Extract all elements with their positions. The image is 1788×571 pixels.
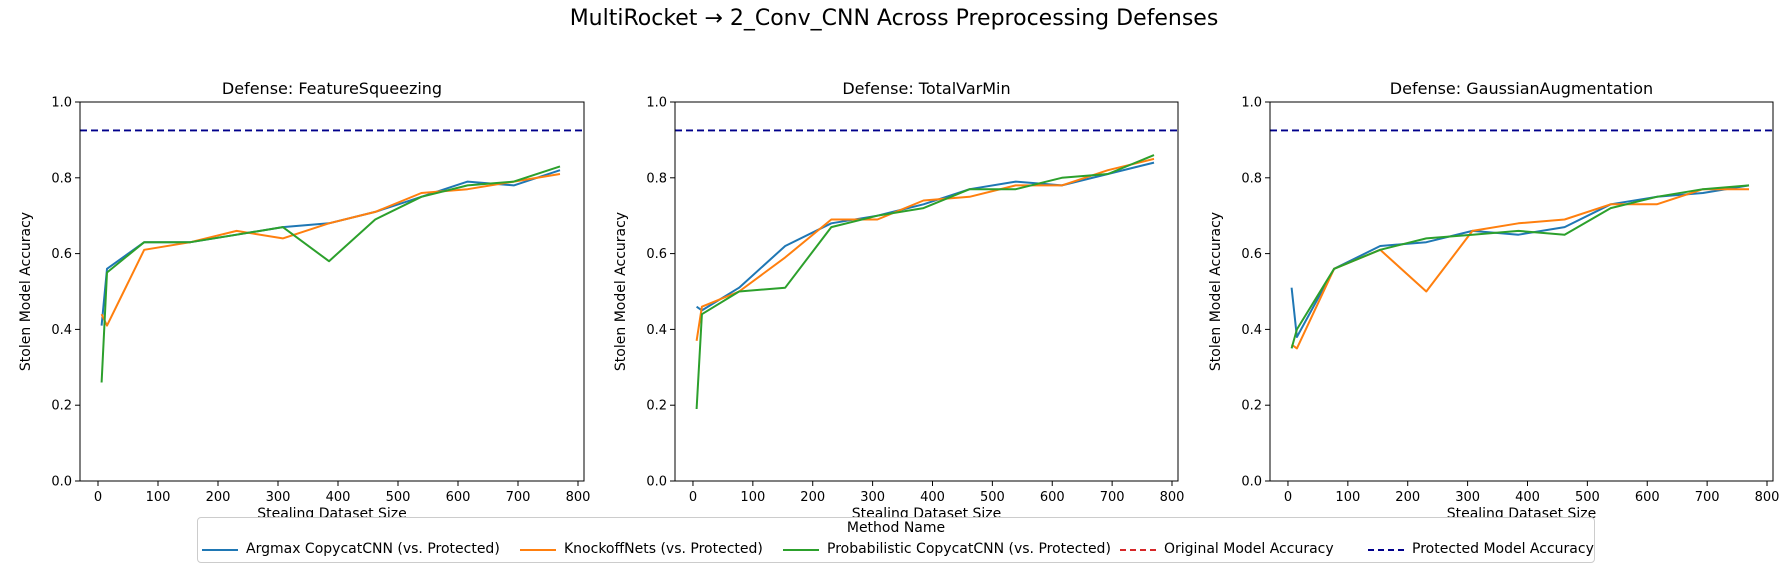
y-tick-label: 1.0 <box>1241 96 1262 111</box>
y-tick-label: 0.8 <box>1241 171 1262 186</box>
x-tick-label: 800 <box>1755 490 1780 505</box>
series-line-2 <box>1291 188 1749 350</box>
x-tick-label: 700 <box>1100 490 1125 505</box>
x-tick-label: 100 <box>146 490 171 505</box>
y-tick-label: 0.6 <box>1241 247 1262 262</box>
legend-item-label: Original Model Accuracy <box>1164 541 1334 557</box>
panel-title: Defense: FeatureSqueezing <box>222 79 442 98</box>
series-line-2 <box>695 157 1155 341</box>
legend-swatch-5 <box>1368 549 1404 551</box>
x-tick-label: 100 <box>740 490 765 505</box>
x-tick-label: 600 <box>1040 490 1065 505</box>
x-tick-label: 400 <box>920 490 945 505</box>
x-tick-label: 300 <box>266 490 291 505</box>
figure-title: MultiRocket → 2_Conv_CNN Across Preproce… <box>569 6 1219 31</box>
panel-title: Defense: TotalVarMin <box>842 79 1010 98</box>
x-tick-label: 0 <box>1284 490 1292 505</box>
y-tick-label: 0.2 <box>646 399 667 414</box>
x-tick-label: 300 <box>1455 490 1480 505</box>
y-tick-label: 0.0 <box>1241 475 1262 490</box>
legend-swatch-3 <box>783 549 819 551</box>
y-tick-label: 1.0 <box>646 96 667 111</box>
series-line-2 <box>100 173 561 327</box>
y-tick-label: 0.8 <box>646 171 667 186</box>
panel-3 <box>1265 101 1774 486</box>
x-tick-label: 500 <box>1575 490 1600 505</box>
x-tick-label: 400 <box>1515 490 1540 505</box>
y-axis-label: Stolen Model Accuracy <box>613 212 629 371</box>
legend-item-label: KnockoffNets (vs. Protected) <box>564 541 763 557</box>
y-tick-label: 0.2 <box>51 399 72 414</box>
panel-1 <box>75 101 585 486</box>
x-tick-label: 100 <box>1335 490 1360 505</box>
axes-frame <box>79 101 585 482</box>
legend-item-label: Argmax CopycatCNN (vs. Protected) <box>246 541 500 557</box>
legend-item-label: Protected Model Accuracy <box>1412 541 1594 557</box>
y-tick-label: 0.0 <box>646 475 667 490</box>
y-tick-label: 0.6 <box>646 247 667 262</box>
series-line-3 <box>100 165 561 383</box>
y-axis-label: Stolen Model Accuracy <box>1208 212 1224 371</box>
x-tick-label: 400 <box>326 490 351 505</box>
axes-frame <box>674 101 1179 482</box>
y-axis-label: Stolen Model Accuracy <box>18 212 34 371</box>
x-tick-label: 200 <box>800 490 825 505</box>
x-tick-label: 800 <box>566 490 591 505</box>
series-line-1 <box>1290 184 1750 338</box>
series-line-1 <box>696 161 1155 312</box>
y-tick-label: 0.6 <box>51 247 72 262</box>
panel-2 <box>670 101 1179 486</box>
y-tick-label: 0.4 <box>1241 323 1262 338</box>
legend-swatch-4 <box>1120 549 1156 551</box>
legend-title: Method Name <box>846 520 946 536</box>
x-tick-label: 700 <box>506 490 531 505</box>
x-tick-label: 500 <box>980 490 1005 505</box>
x-tick-label: 700 <box>1695 490 1720 505</box>
x-tick-label: 600 <box>1635 490 1660 505</box>
legend-swatch-1 <box>202 549 238 551</box>
x-tick-label: 800 <box>1160 490 1185 505</box>
y-tick-label: 1.0 <box>51 96 72 111</box>
y-tick-label: 0.2 <box>1241 399 1262 414</box>
x-tick-label: 200 <box>1395 490 1420 505</box>
legend: Method Name Argmax CopycatCNN (vs. Prote… <box>197 517 1595 563</box>
series-line-3 <box>695 154 1155 410</box>
series-line-3 <box>1290 184 1750 349</box>
y-tick-label: 0.0 <box>51 475 72 490</box>
legend-swatch-2 <box>520 549 556 551</box>
y-tick-label: 0.8 <box>51 171 72 186</box>
x-tick-label: 200 <box>206 490 231 505</box>
x-tick-label: 300 <box>860 490 885 505</box>
x-tick-label: 500 <box>386 490 411 505</box>
series-line-1 <box>100 169 561 326</box>
y-tick-label: 0.4 <box>646 323 667 338</box>
legend-item-label: Probabilistic CopycatCNN (vs. Protected) <box>827 541 1111 557</box>
y-tick-label: 0.4 <box>51 323 72 338</box>
x-tick-label: 0 <box>94 490 102 505</box>
axes-frame <box>1269 101 1774 482</box>
panel-title: Defense: GaussianAugmentation <box>1390 79 1653 98</box>
x-tick-label: 0 <box>689 490 697 505</box>
x-tick-label: 600 <box>446 490 471 505</box>
